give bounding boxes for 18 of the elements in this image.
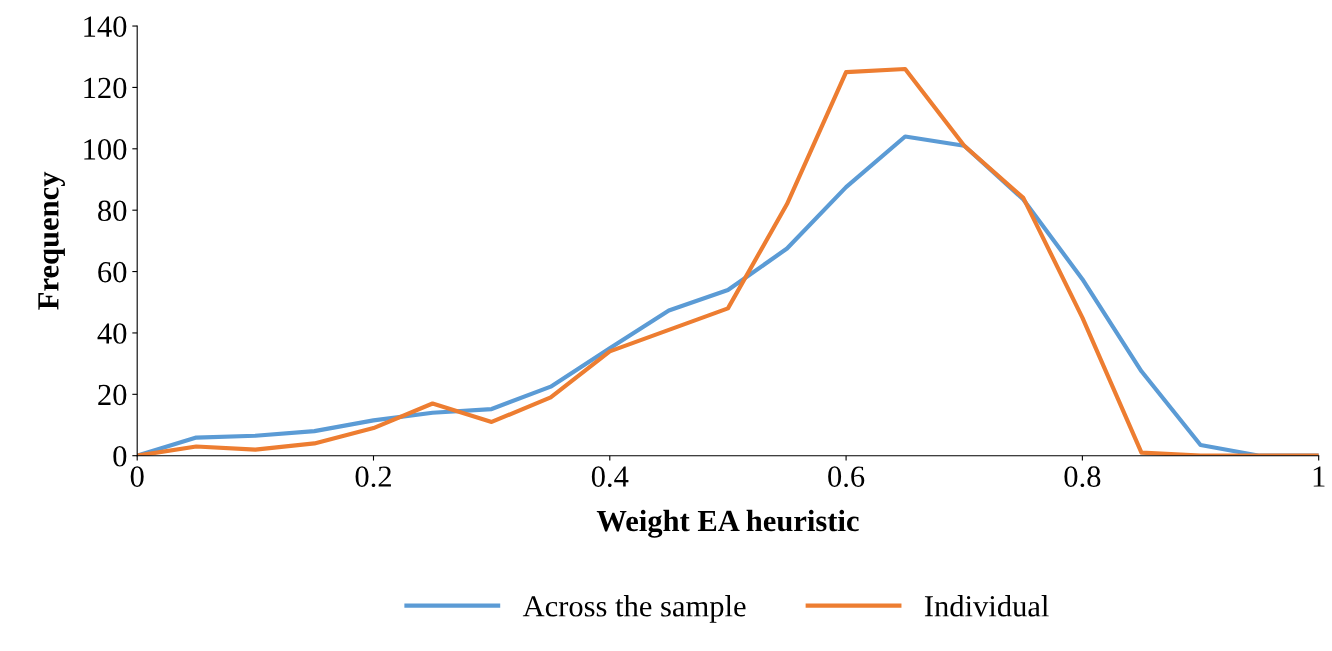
y-tick-label: 20 (98, 384, 127, 406)
x-axis-title: Weight EA heuristic (596, 509, 859, 538)
x-tick-label: 0.4 (591, 466, 629, 488)
y-tick-label: 120 (84, 77, 127, 99)
x-tick-label: 0 (130, 466, 144, 487)
y-tick-label: 140 (84, 16, 127, 37)
y-tick-label: 0 (113, 445, 127, 467)
y-tick-label: 100 (84, 139, 127, 160)
x-tick-label: 0.2 (355, 466, 391, 488)
x-tick-label: 0.6 (828, 466, 865, 488)
y-tick-label: 60 (98, 261, 127, 283)
legend-label: Across the sample (522, 595, 746, 623)
y-tick-label: 80 (98, 200, 127, 222)
legend-label: Individual (924, 595, 1049, 617)
x-tick-label: 1 (1313, 466, 1325, 487)
y-axis-title: Frequency (38, 171, 65, 310)
x-tick-label: 0.8 (1064, 466, 1101, 488)
y-tick-label: 40 (97, 323, 127, 344)
